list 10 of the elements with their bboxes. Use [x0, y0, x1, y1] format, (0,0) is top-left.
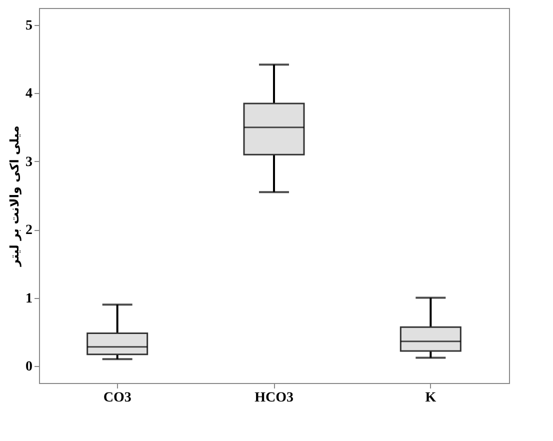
y-axis-title: میلی اکی والانت بر لیتر	[8, 126, 22, 268]
x-tick-label: K	[425, 390, 436, 406]
x-tick-label: CO3	[103, 390, 132, 406]
y-tick-label: 1	[26, 291, 32, 306]
x-tick-label: HCO3	[254, 390, 294, 406]
y-tick-label: 5	[26, 18, 32, 34]
y-tick-label: 4	[26, 86, 32, 102]
y-tick-label: 2	[26, 223, 32, 238]
y-tick-label: 0	[26, 359, 32, 374]
y-tick-label: 3	[26, 154, 32, 170]
